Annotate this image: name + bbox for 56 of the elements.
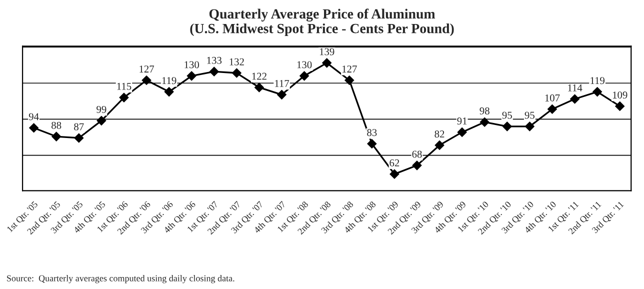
data-label: 94 <box>28 113 39 120</box>
data-label: 133 <box>207 56 222 64</box>
chart-title: Quarterly Average Price of Aluminum (U.S. Midwest Spot Price - Cents Per Pound) <box>190 8 454 36</box>
data-label: 115 <box>117 82 132 90</box>
point <box>322 58 332 68</box>
data-label: 139 <box>320 48 334 56</box>
point <box>570 94 580 104</box>
point <box>502 122 512 132</box>
point <box>367 139 377 148</box>
point <box>548 104 557 114</box>
data-label: 82 <box>434 130 444 138</box>
data-label: 99 <box>96 106 106 113</box>
point <box>457 128 467 137</box>
point <box>164 87 174 96</box>
point <box>96 116 106 126</box>
point <box>119 92 129 102</box>
data-label: 98 <box>480 107 490 114</box>
point <box>480 117 490 127</box>
data-label: 119 <box>590 77 604 84</box>
data-label: 117 <box>275 80 290 87</box>
data-label: 62 <box>390 159 400 166</box>
point <box>74 133 84 143</box>
point <box>592 87 602 96</box>
point <box>277 90 286 100</box>
point <box>300 71 309 81</box>
point <box>344 76 354 85</box>
source-note: Source: Quarterly averages computed using daily closing data. <box>7 275 234 284</box>
data-label: 122 <box>252 72 266 80</box>
data-label: 130 <box>184 61 200 68</box>
data-label: 83 <box>367 129 377 136</box>
data-label: 119 <box>162 77 176 84</box>
data-label: 95 <box>502 112 512 119</box>
data-label: 91 <box>457 118 467 125</box>
data-label: 88 <box>52 122 62 129</box>
point <box>142 76 152 85</box>
point <box>52 132 61 142</box>
data-label: 127 <box>342 66 357 72</box>
data-label: 132 <box>230 58 244 66</box>
point <box>254 82 264 92</box>
data-label: 127 <box>140 66 154 72</box>
data-label: 68 <box>412 150 422 158</box>
point <box>525 122 534 132</box>
point <box>434 140 444 150</box>
data-label: 114 <box>568 84 582 92</box>
point <box>390 169 400 179</box>
point <box>210 66 219 76</box>
point <box>615 102 624 111</box>
point <box>186 71 196 81</box>
point <box>232 68 242 78</box>
data-label: 130 <box>297 61 312 68</box>
data-label: 95 <box>524 112 534 119</box>
data-label: 107 <box>545 94 560 102</box>
data-label: 87 <box>74 123 84 130</box>
data-label: 109 <box>612 92 628 99</box>
point <box>412 160 422 170</box>
point <box>29 123 38 132</box>
